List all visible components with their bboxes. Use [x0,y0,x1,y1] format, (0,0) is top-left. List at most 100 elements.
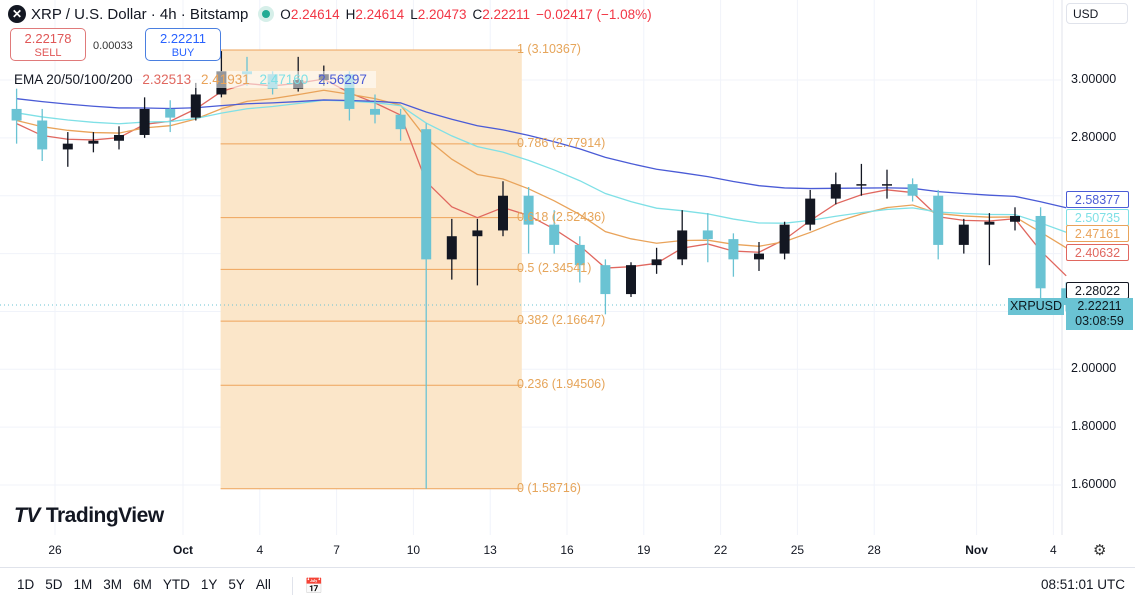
candle [114,126,124,150]
candle [754,242,764,271]
close-value: 2.22211 [482,6,531,22]
xrp-x-icon: ✕ [8,5,26,23]
candle [728,233,739,277]
time-tick: 28 [867,543,881,557]
candle [395,108,406,141]
candle [62,132,73,167]
candle-body [677,230,688,260]
candle-body [830,184,841,199]
ema-label: EMA 20/50/100/200 [14,72,133,87]
candle [421,123,432,489]
tradingview-logo[interactable]: TV TradingView [14,504,164,528]
candle-body [498,195,508,231]
low-value: 2.20473 [417,6,467,22]
candle [549,210,560,254]
candle-body [702,230,713,240]
close-label: C [472,6,483,22]
ema-legend[interactable]: EMA 20/50/100/200 2.32513 2.41931 2.4716… [11,71,376,88]
candle-body [523,195,534,225]
candle [88,132,99,153]
candle-body [805,198,816,225]
candle-body [62,143,73,150]
range-all[interactable]: All [255,577,271,592]
candle [37,108,48,162]
ema-price-label: 2.40632 [1066,244,1129,261]
ema50-line [16,89,1067,249]
time-tick: 19 [637,543,651,557]
time-tick: 4 [1050,543,1057,557]
candle-body [574,244,585,266]
buy-button[interactable]: 2.22211 BUY [145,28,221,61]
currency-select[interactable]: USD [1066,3,1128,24]
sell-label: SELL [34,47,62,59]
time-tick: 26 [48,543,62,557]
candle [523,187,534,254]
price-tick: 1.60000 [1071,477,1117,492]
range-1y[interactable]: 1Y [200,577,218,592]
candle [626,262,636,297]
range-3m[interactable]: 3M [103,577,123,592]
candle-body [421,129,432,260]
candle [882,169,892,199]
candle-body [933,195,944,245]
ema50-value: 2.41931 [200,72,250,87]
range-1d[interactable]: 1D [17,577,35,592]
candle-body [11,108,22,121]
range-5d[interactable]: 5D [45,577,63,592]
candle-body [600,265,611,295]
candle-body [344,74,355,109]
time-tick: 16 [560,543,574,557]
candle [856,163,867,196]
candle [1010,207,1020,231]
high-label: H [345,6,356,22]
price-tick: 3.00000 [1071,72,1117,86]
ema-price-label: 2.47161 [1066,225,1129,242]
candle [600,259,611,315]
price-chart[interactable] [0,0,1135,567]
candle-body [165,108,176,118]
low-label: L [410,6,418,22]
symbol-price-tag: XRPUSD [1008,298,1064,315]
range-1m[interactable]: 1M [73,577,93,592]
last-price: 2.22211 [1077,299,1122,313]
change-value: −0.02417 (−1.08%) [536,6,652,22]
range-bar: 1D 5D 1M 3M 6M YTD 1Y 5Y All 📅 [17,577,335,595]
range-ytd[interactable]: YTD [162,577,190,592]
candle-body [37,120,48,150]
time-tick: 22 [713,543,728,557]
time-tick: 4 [256,543,264,557]
gear-icon[interactable]: ⚙ [1093,542,1107,559]
candle [1035,207,1046,303]
divider [0,567,1135,568]
candle-body [395,114,406,130]
sell-price: 2.22178 [24,31,72,46]
last-price-tag: 2.22211 03:08:59 [1066,298,1133,330]
fib-level-label: 1 (3.10367) [517,42,581,56]
candle-body [370,108,380,115]
time-tick: 13 [483,543,497,557]
candle [11,88,22,144]
brand-name: TradingView [45,504,164,527]
time-tick: 7 [333,543,340,557]
ema20-value: 2.32513 [142,72,192,87]
candle-body [88,140,99,144]
price-tick: 2.00000 [1071,361,1117,376]
candle-body [114,134,124,141]
calendar-goto-icon[interactable]: 📅 [291,577,324,595]
candle-body [958,224,969,245]
candle-body [728,239,739,260]
price-tick: 2.80000 [1071,129,1117,144]
candle-body [190,94,201,118]
candle [139,97,150,138]
sell-button[interactable]: 2.22178 SELL [10,28,86,61]
ema200-value: 2.56297 [318,72,367,87]
range-6m[interactable]: 6M [133,577,152,592]
fib-level-label: 0.5 (2.34541) [517,261,592,276]
candle [958,218,969,254]
time-tick: Nov [965,543,988,557]
range-5y[interactable]: 5Y [228,577,245,592]
symbol-title[interactable]: XRP / U.S. Dollar · 4h · Bitstamp [31,5,249,23]
open-value: 2.24614 [290,6,340,22]
candle [370,94,380,124]
price-tick: 1.80000 [1071,419,1117,434]
